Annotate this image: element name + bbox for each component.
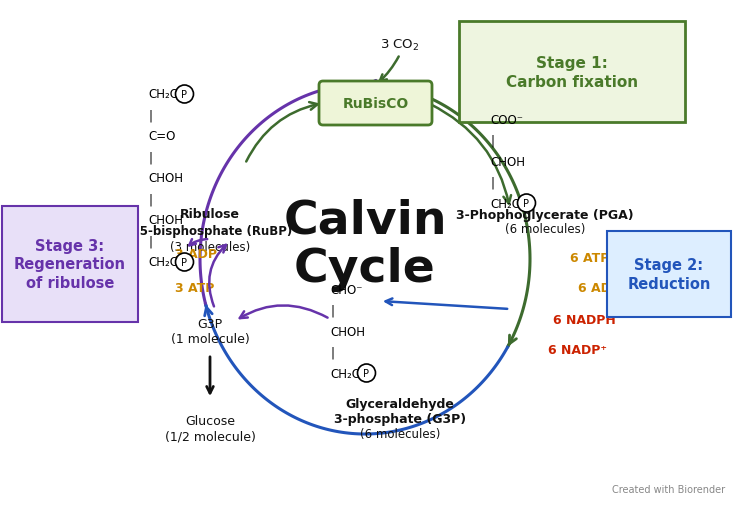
Text: |: | — [490, 134, 494, 147]
Text: P: P — [523, 199, 529, 209]
Text: Calvin
Cycle: Calvin Cycle — [283, 198, 447, 291]
Text: C=O: C=O — [148, 130, 175, 143]
Text: 1,5-bisphosphate (RuBP): 1,5-bisphosphate (RuBP) — [128, 225, 292, 238]
Text: |: | — [148, 109, 152, 122]
Text: |: | — [148, 151, 152, 164]
Text: 6 ATP: 6 ATP — [570, 251, 609, 264]
Text: 6 NADP⁺: 6 NADP⁺ — [548, 343, 607, 356]
Text: |: | — [148, 235, 152, 248]
FancyBboxPatch shape — [607, 232, 731, 318]
Text: CHOH: CHOH — [148, 214, 183, 227]
Text: |: | — [330, 304, 334, 317]
Text: CH₂O—: CH₂O— — [148, 256, 191, 269]
Text: Ribulose: Ribulose — [180, 208, 240, 221]
Text: P: P — [182, 90, 188, 100]
Text: Glucose: Glucose — [185, 415, 235, 428]
Circle shape — [517, 194, 536, 213]
Text: 3 ATP: 3 ATP — [175, 281, 214, 294]
Text: 3-Phophoglycerate (PGA): 3-Phophoglycerate (PGA) — [456, 208, 634, 221]
Text: Stage 3:
Regeneration
of ribulose: Stage 3: Regeneration of ribulose — [14, 239, 126, 290]
Text: Stage 2:
Reduction: Stage 2: Reduction — [627, 258, 711, 291]
Text: 3 CO$_2$: 3 CO$_2$ — [380, 37, 420, 52]
Text: CH₂O—: CH₂O— — [490, 197, 533, 210]
Text: P: P — [364, 369, 369, 378]
Text: G3P: G3P — [197, 318, 223, 331]
Text: 3 ADP: 3 ADP — [175, 248, 217, 261]
Text: |: | — [490, 176, 494, 189]
Text: Created with Biorender: Created with Biorender — [612, 484, 725, 494]
Text: P: P — [182, 258, 188, 267]
Text: (1/2 molecule): (1/2 molecule) — [165, 430, 255, 443]
FancyBboxPatch shape — [319, 82, 432, 126]
FancyBboxPatch shape — [2, 207, 138, 322]
Text: CH₂O—: CH₂O— — [330, 367, 373, 380]
Text: (6 molecules): (6 molecules) — [360, 428, 441, 441]
Text: CH₂O—: CH₂O— — [148, 89, 191, 101]
Text: (6 molecules): (6 molecules) — [505, 223, 585, 236]
Text: CHOH: CHOH — [330, 325, 365, 338]
Text: 6 NADPH: 6 NADPH — [553, 313, 616, 326]
Circle shape — [175, 253, 194, 271]
Text: CHOH: CHOH — [490, 155, 525, 168]
Text: RuBisCO: RuBisCO — [342, 97, 408, 111]
Text: COO⁻: COO⁻ — [490, 114, 523, 126]
Text: CHO⁻: CHO⁻ — [330, 283, 363, 296]
Text: (1 molecule): (1 molecule) — [171, 333, 249, 346]
FancyBboxPatch shape — [459, 22, 685, 123]
Circle shape — [175, 86, 194, 104]
Text: CHOH: CHOH — [148, 172, 183, 185]
Text: Stage 1:
Carbon fixation: Stage 1: Carbon fixation — [506, 56, 638, 90]
Circle shape — [358, 364, 375, 382]
Text: |: | — [148, 193, 152, 206]
Text: 6 ADP: 6 ADP — [578, 281, 620, 294]
Text: Glyceraldehyde: Glyceraldehyde — [345, 398, 454, 411]
Text: |: | — [330, 346, 334, 359]
Text: 3-phosphate (G3P): 3-phosphate (G3P) — [334, 413, 466, 426]
Text: (3 molecules): (3 molecules) — [170, 240, 250, 253]
